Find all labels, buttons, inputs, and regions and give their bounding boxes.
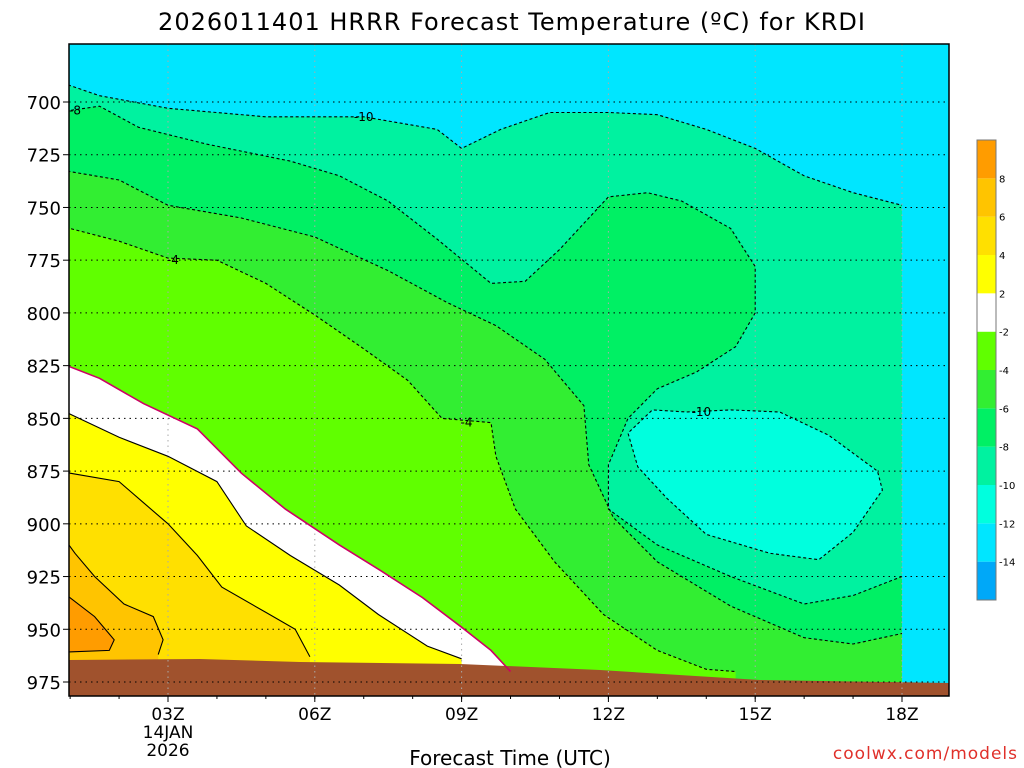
y-tick-label: 900 bbox=[27, 515, 61, 536]
chart-title: 2026011401 HRRR Forecast Temperature (ºC… bbox=[158, 8, 866, 36]
contour-line--10 bbox=[69, 84, 903, 206]
credit-text: coolwx.com/models bbox=[833, 744, 1018, 764]
y-tick-label: 925 bbox=[27, 568, 61, 589]
y-tick-label: 850 bbox=[27, 409, 61, 430]
y-tick-label: 825 bbox=[27, 357, 61, 378]
y-tick-label: 950 bbox=[27, 620, 61, 641]
contour-line-4 bbox=[69, 471, 311, 657]
colorbar-swatch bbox=[977, 446, 996, 485]
colorbar-swatch bbox=[977, 255, 996, 294]
contour-label: -10 bbox=[354, 110, 374, 124]
contour-line--6 bbox=[69, 170, 903, 645]
temperature-fill-bands bbox=[69, 85, 902, 696]
fill-band-8 bbox=[69, 596, 115, 652]
contour-line-8 bbox=[69, 596, 115, 653]
colorbar-label: 2 bbox=[999, 289, 1005, 300]
contour-line-2 bbox=[69, 412, 462, 660]
y-tick-label: 875 bbox=[27, 462, 61, 483]
y-tick-label: 975 bbox=[27, 673, 61, 694]
plot-frame bbox=[68, 43, 950, 697]
colorbar-swatch bbox=[977, 523, 996, 562]
x-tick-label: 06Z bbox=[298, 705, 331, 725]
y-tick-label: 750 bbox=[27, 198, 61, 219]
x-date-label-year: 2026 bbox=[146, 741, 189, 761]
y-tick-label: 700 bbox=[27, 93, 61, 114]
y-axis: 700 725 750 775 800 825 850 875 900 925 950 975 bbox=[27, 93, 69, 694]
x-tick-label: 15Z bbox=[739, 705, 772, 725]
colorbar: -14 -12 -10 -8 -6 -4 -2 2 4 6 8 bbox=[976, 139, 1015, 601]
x-axis-label: Forecast Time (UTC) bbox=[409, 746, 611, 768]
colorbar-label: -10 bbox=[999, 481, 1015, 492]
y-tick-label: 775 bbox=[27, 251, 61, 272]
contour-label: -4 bbox=[461, 416, 473, 430]
colorbar-swatch bbox=[977, 293, 996, 332]
colorbar-swatch bbox=[977, 370, 996, 409]
colorbar-swatch bbox=[977, 216, 996, 255]
colorbar-label: 6 bbox=[999, 213, 1005, 224]
fill-band-6 bbox=[69, 545, 164, 696]
x-tick-label: 12Z bbox=[592, 705, 625, 725]
colorbar-swatch bbox=[977, 408, 996, 447]
contour-line--10 bbox=[627, 409, 883, 561]
ground-layer bbox=[69, 659, 949, 696]
contour-labels: -8 -10 -4 -4 -10 bbox=[69, 103, 711, 429]
gridlines bbox=[69, 44, 949, 696]
contour-label: -8 bbox=[69, 103, 81, 117]
contour-lines bbox=[69, 84, 903, 673]
contour-line--4 bbox=[69, 227, 736, 673]
colorbar-label: -8 bbox=[999, 443, 1009, 454]
x-tick-label: 03Z bbox=[151, 705, 184, 725]
colorbar-swatch bbox=[977, 178, 996, 217]
x-tick-label: 09Z bbox=[445, 705, 478, 725]
colorbar-label: 4 bbox=[999, 251, 1005, 262]
ground-fill bbox=[69, 659, 949, 696]
colorbar-label: -4 bbox=[999, 366, 1009, 377]
x-tick-label: 18Z bbox=[885, 705, 918, 725]
colorbar-label: -2 bbox=[999, 328, 1009, 339]
contour-line-6 bbox=[69, 544, 164, 655]
colorbar-swatch bbox=[977, 331, 996, 370]
y-tick-label: 800 bbox=[27, 304, 61, 325]
colorbar-label: -14 bbox=[999, 558, 1015, 569]
colorbar-label: -12 bbox=[999, 519, 1015, 530]
plot-area: -8 -10 -4 -4 -10 bbox=[69, 44, 949, 696]
contour-label: -10 bbox=[692, 405, 712, 419]
x-axis: 03Z 06Z 09Z 12Z 15Z 18Z bbox=[69, 696, 919, 725]
colorbar-swatch bbox=[977, 561, 996, 600]
contour-label: -4 bbox=[167, 253, 179, 267]
x-date-label-day: 14JAN bbox=[143, 723, 194, 743]
colorbar-swatch bbox=[977, 485, 996, 524]
colorbar-label: 8 bbox=[999, 174, 1005, 185]
colorbar-swatch bbox=[977, 140, 996, 179]
contour-line--2 bbox=[69, 365, 512, 673]
colorbar-frame bbox=[976, 139, 997, 601]
colorbar-label: -6 bbox=[999, 404, 1009, 415]
y-tick-label: 725 bbox=[27, 146, 61, 167]
